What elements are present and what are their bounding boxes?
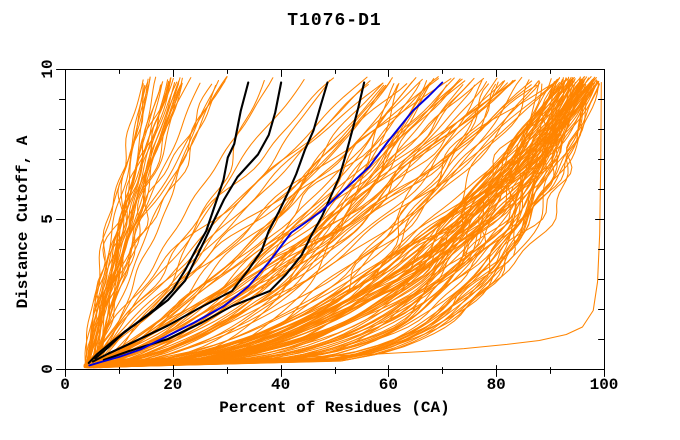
y-axis-label: Distance Cutoff, A	[14, 135, 32, 309]
x-axis-label: Percent of Residues (CA)	[219, 399, 450, 417]
x-tick-label: 40	[270, 376, 291, 394]
y-tick-label: 0	[39, 364, 57, 374]
x-tick-label: 60	[378, 376, 398, 394]
x-tick-label: 0	[60, 376, 70, 394]
x-tick-label: 80	[486, 376, 506, 394]
y-tick-label: 5	[39, 214, 57, 224]
x-tick-label: 100	[589, 376, 619, 394]
y-tick-label: 10	[39, 59, 57, 79]
x-tick-label: 20	[163, 376, 183, 394]
chart-title: T1076-D1	[287, 11, 382, 31]
